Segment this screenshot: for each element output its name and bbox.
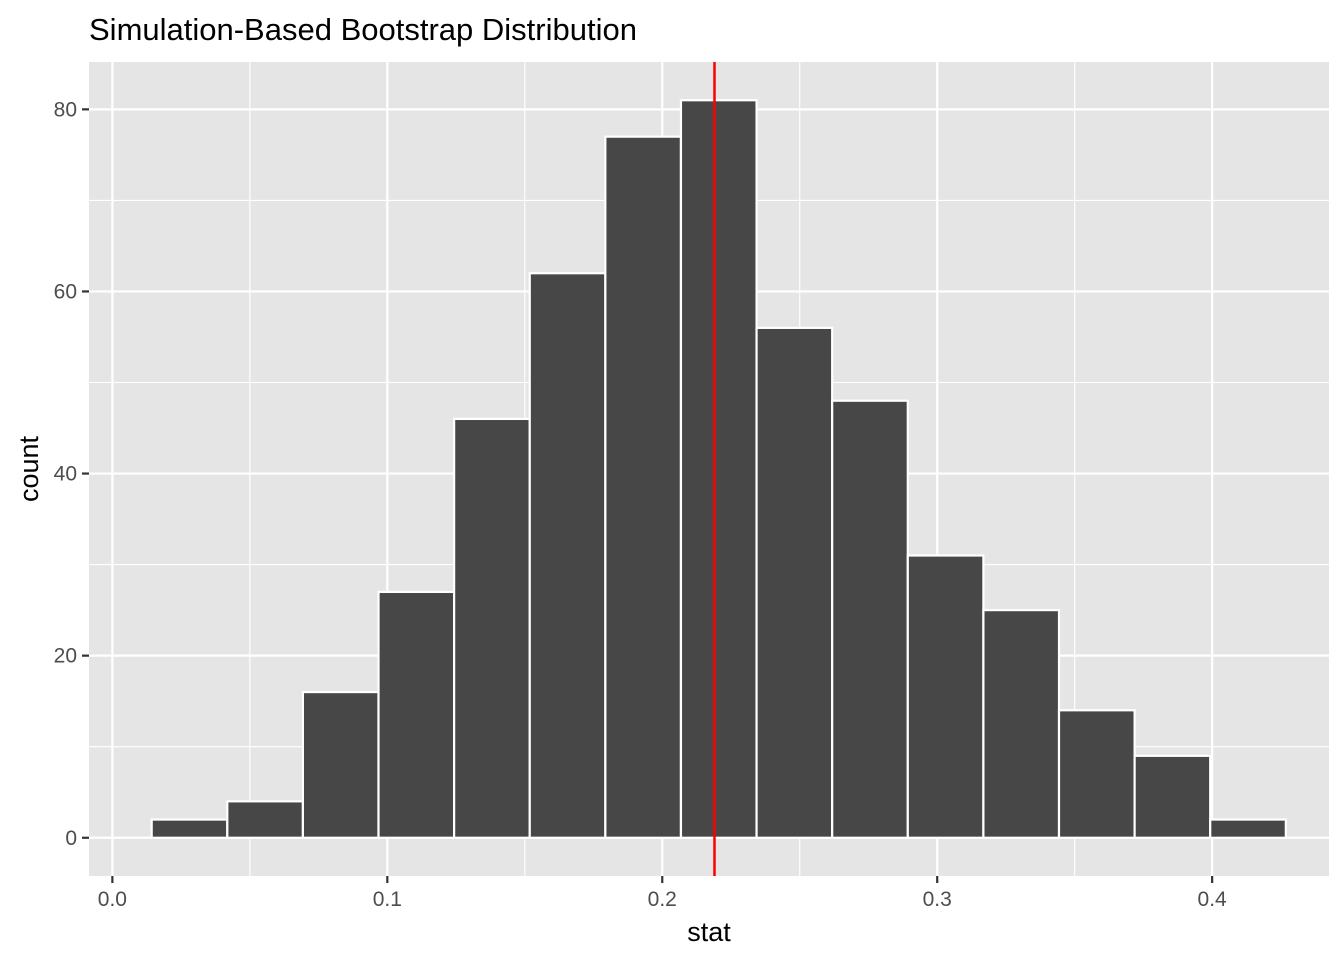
histogram-bar (226, 800, 305, 839)
histogram-bar (377, 590, 456, 839)
histogram-bar (301, 690, 380, 839)
histogram-bar (1057, 709, 1136, 839)
histogram-bar (831, 399, 909, 839)
y-axis-title: count (14, 435, 44, 502)
x-tick-label: 0.4 (1198, 888, 1228, 911)
histogram-bar (755, 326, 834, 839)
x-axis-title: stat (687, 917, 731, 947)
histogram-bars (150, 99, 1287, 839)
histogram-bar (453, 417, 531, 839)
histogram-bar (906, 554, 985, 839)
x-tick-label: 0.3 (923, 888, 952, 911)
histogram-bar (604, 135, 683, 839)
y-tick-label: 40 (54, 463, 77, 486)
histogram-bar (528, 272, 607, 839)
y-tick-label: 60 (54, 280, 77, 303)
y-tick-label: 80 (54, 98, 77, 121)
y-axis: 0 20 40 60 80 (54, 98, 89, 850)
y-tick-label: 0 (65, 827, 77, 850)
x-tick-label: 0.0 (98, 888, 127, 911)
histogram-bar (679, 99, 758, 839)
x-tick-label: 0.2 (648, 888, 677, 911)
histogram-bar (1133, 754, 1212, 839)
histogram-bar (1209, 818, 1287, 839)
x-tick-label: 0.1 (373, 888, 402, 911)
chart-title: Simulation-Based Bootstrap Distribution (89, 12, 637, 47)
x-axis: 0.0 0.1 0.2 0.3 0.4 (98, 876, 1227, 911)
y-tick-label: 20 (54, 645, 77, 668)
histogram-bar (982, 609, 1061, 839)
histogram-bar (150, 818, 229, 839)
